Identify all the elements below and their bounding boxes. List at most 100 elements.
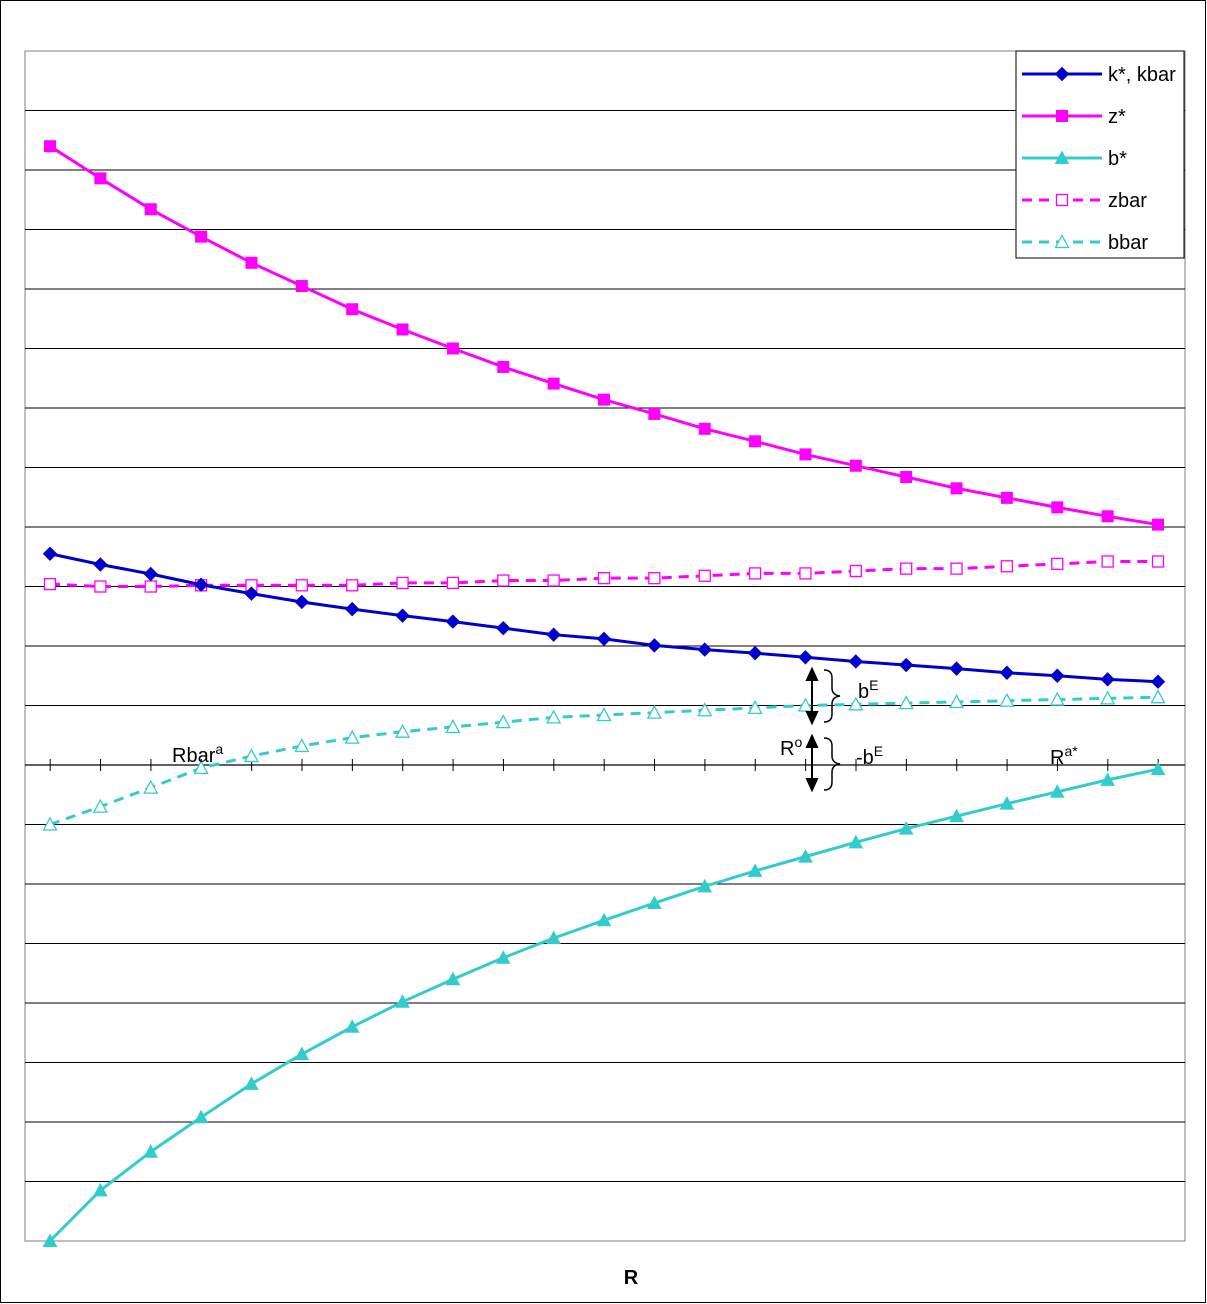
point-zbar [396,576,409,590]
point-k-kbar [42,546,58,561]
point-zbar [1151,555,1165,568]
point-z [346,303,359,316]
point-bbar [294,738,310,753]
point-bbar [546,709,562,724]
point-k-kbar [344,601,360,617]
point-z [1000,491,1013,504]
point-b [143,1144,159,1158]
point-b [647,895,662,910]
point-z [698,422,711,435]
point-k-kbar [798,650,813,665]
point-b [1049,784,1065,798]
point-bbar [948,694,965,709]
point-z [144,203,157,216]
point-zbar [497,574,510,587]
gridlines [25,110,1185,1182]
legend-entry-bbar: bbar [1022,232,1148,254]
point-bbar [344,729,360,744]
legend-marker [1054,150,1070,164]
annotations-layer: Rbara Ro Ra* bE -bE [172,666,1078,793]
point-k-kbar [596,631,612,647]
point-zbar [346,579,359,592]
point-bbar [1150,689,1166,704]
point-zbar [1101,555,1114,568]
point-k-kbar [949,661,964,676]
series-line-zbar [49,560,1158,588]
point-b [193,1109,209,1124]
annotation-r-o: Ro [780,734,802,760]
series-layer [42,140,1166,1247]
point-zbar [547,574,560,587]
point-k-kbar [193,577,209,592]
point-k-kbar [244,586,259,601]
point-bbar [243,748,260,763]
point-z [1101,510,1114,523]
point-k-kbar [395,608,410,623]
point-bbar [143,779,159,794]
point-b [395,994,410,1008]
point-bbar [1100,690,1116,705]
point-b [344,1019,360,1033]
point-bbar [445,719,461,734]
point-bbar [697,702,713,717]
series-k-kbar [42,546,1166,689]
point-bbar [1049,691,1065,706]
point-zbar [295,579,308,592]
point-bbar [848,696,864,711]
point-z [648,407,661,420]
legend-marker [1056,110,1068,122]
legend-label: k*, kbar [1108,64,1176,86]
point-b [42,1233,58,1247]
point-k-kbar [1050,668,1065,683]
point-k-kbar [294,594,310,610]
annotation-b-e: bE [858,677,878,703]
point-z [950,482,963,495]
legend-box [1015,50,1185,259]
point-k-kbar [143,566,158,582]
legend-entry-b: b* [1022,148,1127,170]
point-z [195,230,208,243]
brace-lower [823,737,841,791]
point-b [747,863,763,877]
annotation-neg-b-e: -bE [856,743,883,769]
point-zbar [1051,557,1064,571]
point-zbar [648,572,661,585]
point-b [244,1076,259,1090]
legend-entry-zbar: zbar [1022,190,1147,212]
point-k-kbar [1100,672,1115,687]
point-k-kbar [697,642,712,657]
legend-entry-z: z* [1022,106,1126,128]
legend-marker [1055,193,1069,207]
point-k-kbar [898,657,914,673]
point-z [749,435,762,448]
point-k-kbar [1150,674,1166,689]
point-k-kbar [647,638,662,653]
point-b [949,808,964,823]
point-b [848,834,864,849]
point-z [245,256,258,269]
point-zbar [43,577,57,591]
double-arrow-upper [805,666,819,726]
series-bbar [42,689,1166,831]
point-b [1100,772,1115,786]
point-bbar [495,714,511,729]
point-zbar [446,576,460,590]
legend-marker [1054,66,1070,82]
series-z [44,140,1164,531]
point-zbar [1000,560,1014,573]
point-z [1051,501,1064,514]
point-k-kbar [496,620,511,636]
point-zbar [94,580,107,593]
point-z [396,323,409,336]
point-bbar [596,707,612,722]
annotation-r-a-star: Ra* [1050,743,1078,769]
point-b [294,1046,310,1061]
series-b [42,761,1166,1247]
point-zbar [597,572,611,585]
legend-marker [1054,234,1070,249]
point-k-kbar [546,627,561,642]
x-axis-label: R [624,1267,639,1289]
point-z [446,342,459,355]
point-z [44,140,56,153]
